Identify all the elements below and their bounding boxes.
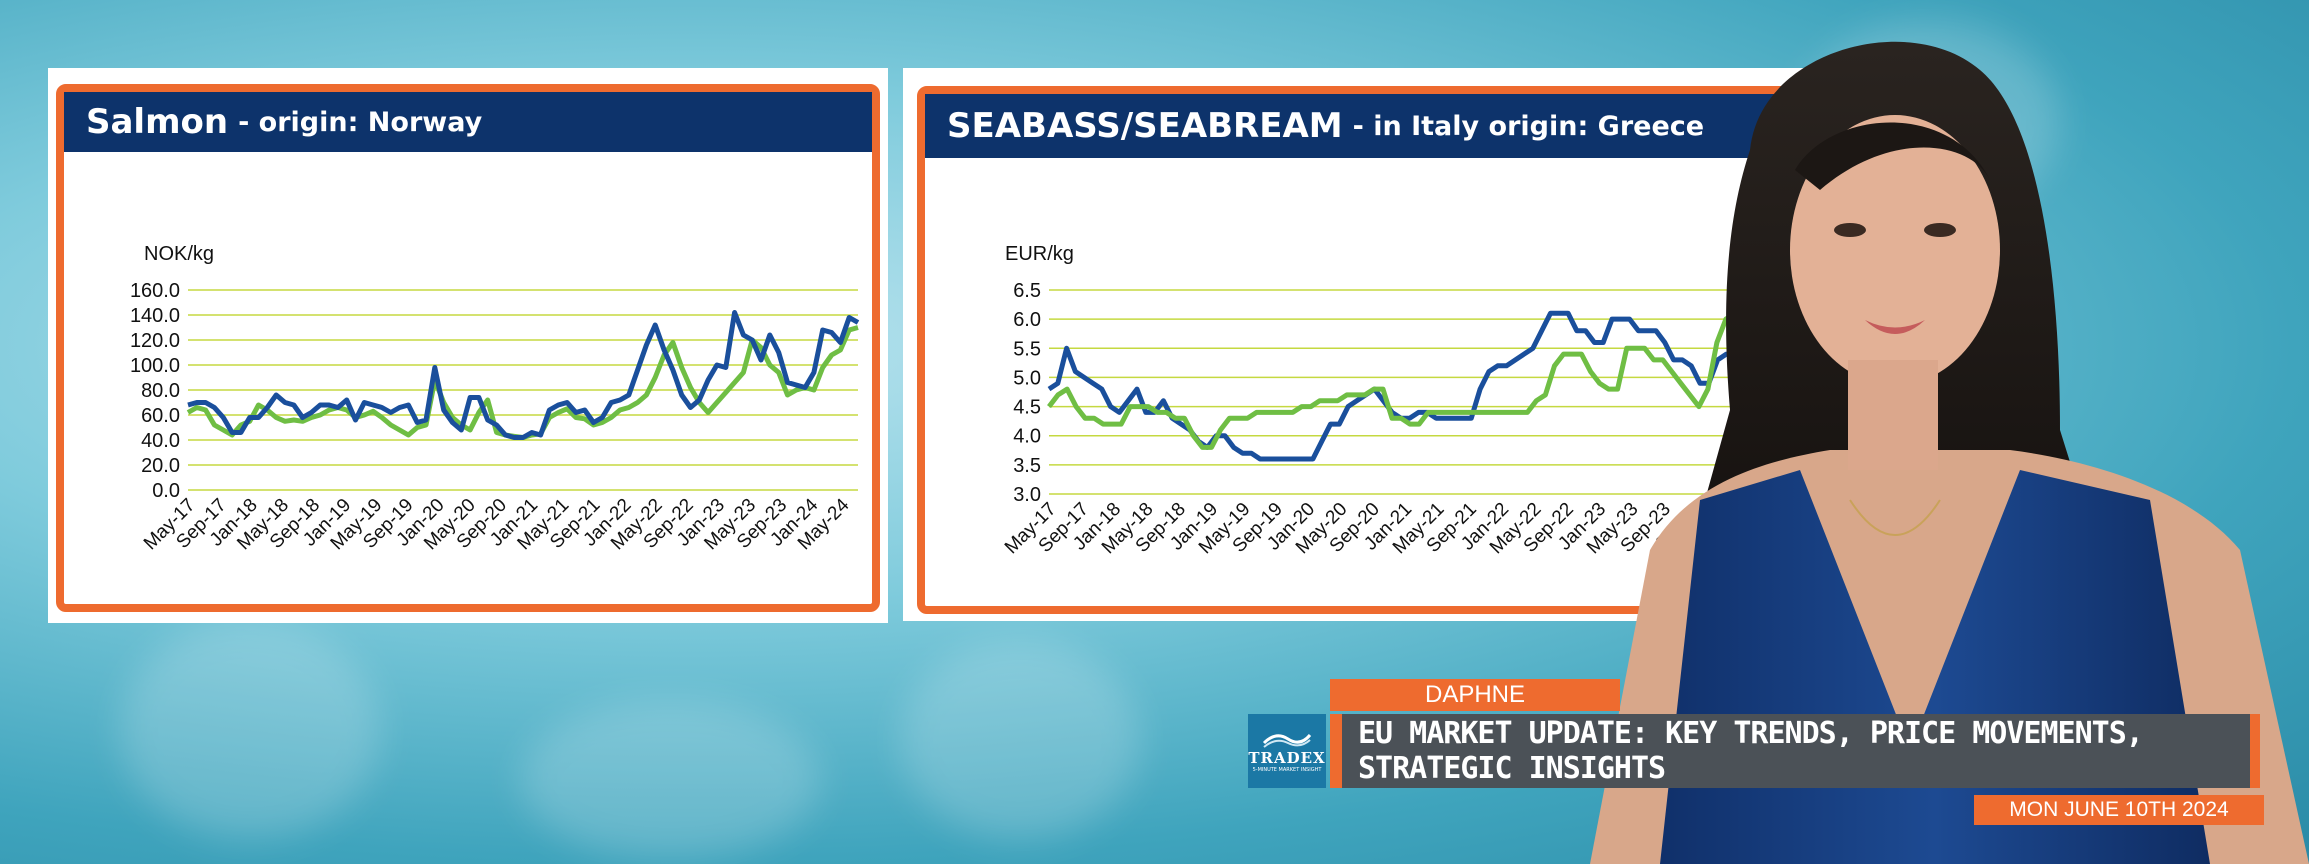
- background-bokeh: [120, 620, 380, 840]
- seabass-chart-title: SEABASS/SEABREAM - in Italy origin: Gree…: [925, 94, 1817, 158]
- salmon-title-main: Salmon: [86, 102, 229, 142]
- seabass-y-tick-label: 6.0: [1013, 309, 1041, 331]
- seabass-y-tick-label: 4.5: [1013, 397, 1041, 419]
- salmon-y-tick-label: 140.0: [130, 305, 180, 327]
- seabass-title-sub: - in Italy origin: Greece: [1352, 110, 1705, 142]
- seabass-y-tick-label: 6.5: [1013, 280, 1041, 302]
- salmon-y-tick-label: 100.0: [130, 355, 180, 377]
- seabass-series-line-1: [1047, 310, 1744, 462]
- salmon-y-tick-label: 20.0: [141, 455, 180, 477]
- background-bokeh: [520, 700, 820, 860]
- salmon-y-tick-label: 0.0: [152, 480, 180, 502]
- seabass-y-tick-label: 4.0: [1013, 426, 1041, 448]
- logo-word: TRADEX: [1248, 749, 1326, 767]
- salmon-line-chart: NOK/kg 160.0 140.0 120.0 100.0 80.0 60.0 40.0 20…: [130, 243, 860, 554]
- seabass-title-main: SEABASS/SEABREAM: [947, 106, 1343, 146]
- salmon-y-tick-label: 40.0: [141, 430, 180, 452]
- seabass-y-tick-label: 5.5: [1013, 338, 1041, 360]
- salmon-title-sub: - origin: Norway: [238, 106, 483, 138]
- salmon-series-line-1: [186, 325, 859, 440]
- seabass-series-line-2: [1047, 310, 1744, 450]
- salmon-series-line-2: [187, 310, 860, 440]
- salmon-y-tick-label: 120.0: [130, 330, 180, 352]
- logo-wave-icon: [1262, 733, 1312, 748]
- seabass-line-chart: EUR/kg6.56.05.55.04.54.03.53.0May-17Sep-…: [1001, 243, 1744, 558]
- salmon-unit-label: NOK/kg: [144, 243, 214, 265]
- headline-banner: EU MARKET UPDATE: KEY TRENDS, PRICE MOVE…: [1330, 714, 2260, 788]
- seabass-y-tick-label: 3.0: [1013, 484, 1041, 506]
- salmon-chart-frame: [56, 84, 880, 612]
- seabass-unit-label: EUR/kg: [1005, 243, 1074, 265]
- tradex-logo: TRADEX 5-MINUTE MARKET INSIGHT: [1248, 714, 1326, 788]
- presenter-name-tag: DAPHNE: [1330, 679, 1620, 711]
- seabass-y-tick-label: 3.5: [1013, 455, 1041, 477]
- salmon-chart-title: Salmon - origin: Norway: [64, 92, 872, 152]
- seabass-chart-panel: SEABASS/SEABREAM - in Italy origin: Gree…: [903, 68, 1843, 621]
- background-bokeh: [900, 640, 1140, 840]
- salmon-y-tick-label: 160.0: [130, 280, 180, 302]
- salmon-y-tick-label: 80.0: [141, 380, 180, 402]
- date-tag: MON JUNE 10TH 2024: [1974, 795, 2264, 825]
- salmon-y-tick-label: 60.0: [141, 405, 180, 427]
- logo-subtitle: 5-MINUTE MARKET INSIGHT: [1252, 767, 1322, 773]
- salmon-chart-panel: Salmon - origin: Norway NOK/kg 160.0 140.0…: [48, 68, 888, 623]
- seabass-y-tick-label: 5.0: [1013, 367, 1041, 389]
